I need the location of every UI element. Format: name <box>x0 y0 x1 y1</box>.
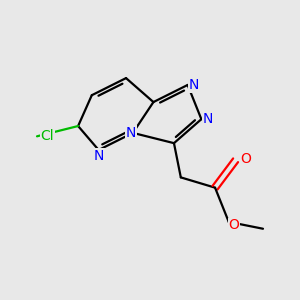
Text: O: O <box>241 152 252 166</box>
Text: N: N <box>189 78 199 92</box>
Text: Cl: Cl <box>40 129 54 143</box>
Text: N: N <box>94 149 104 163</box>
Text: N: N <box>126 126 136 140</box>
Text: O: O <box>228 218 239 232</box>
Text: N: N <box>202 112 213 126</box>
